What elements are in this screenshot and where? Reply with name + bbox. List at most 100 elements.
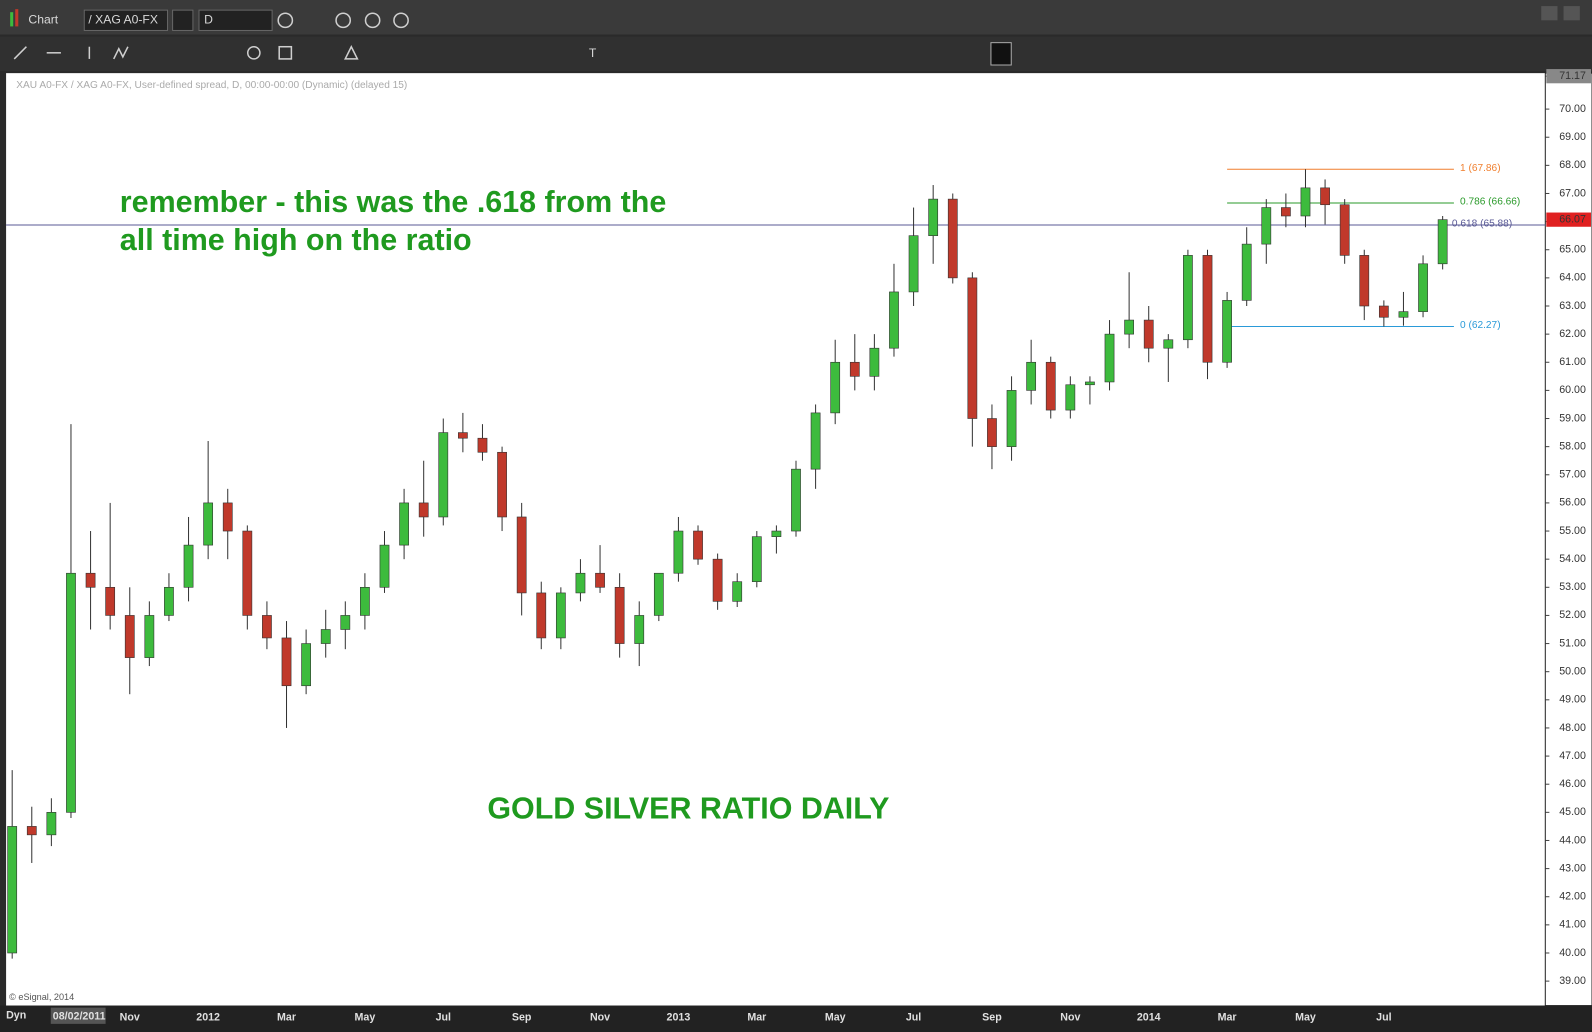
y-tick-label: 61.00 xyxy=(1559,356,1586,368)
interval-box[interactable] xyxy=(198,9,273,31)
candle-body xyxy=(1202,255,1213,363)
candle-body xyxy=(1183,255,1193,341)
y-tick-label: 46.00 xyxy=(1559,778,1586,790)
refresh-button[interactable] xyxy=(335,12,352,29)
symbol[interactable]: / XAG A0-FX xyxy=(88,13,158,27)
x-tick-label: 2013 xyxy=(667,1012,691,1024)
x-tick-label: May xyxy=(825,1012,846,1024)
candle-body xyxy=(987,418,997,447)
candle-body xyxy=(791,468,801,532)
candle-body xyxy=(928,198,939,236)
candle-body xyxy=(379,544,390,588)
window-title: Chart xyxy=(28,13,58,27)
tool-rect[interactable] xyxy=(278,45,293,60)
y-tick-label: 51.00 xyxy=(1559,637,1586,649)
candle-body xyxy=(1222,300,1232,363)
candle-body xyxy=(575,572,586,594)
y-tick-label: 63.00 xyxy=(1559,300,1586,312)
y-tick-label: 39.00 xyxy=(1559,975,1586,987)
tool-ellipse[interactable] xyxy=(246,45,261,60)
x-tick-label: May xyxy=(355,1012,376,1024)
x-tick-label: 2012 xyxy=(196,1012,220,1024)
y-tick-label: 50.00 xyxy=(1559,666,1586,678)
candle-body xyxy=(164,586,174,616)
candle-body xyxy=(1418,263,1428,312)
plot: 39.00 40.00 41.00 42.00 43.00 44.00 45.00 46.00… xyxy=(6,69,1591,1024)
y-tick-label: 60.00 xyxy=(1559,384,1586,396)
x-tick-label: Nov xyxy=(120,1012,140,1024)
candle-body xyxy=(673,530,684,574)
candle-body xyxy=(458,432,468,439)
candle-body xyxy=(1281,207,1291,217)
y-tick-label-bg xyxy=(1546,69,1591,84)
candle-body xyxy=(1437,219,1448,265)
last-price-tag xyxy=(1546,212,1591,227)
tool-line[interactable] xyxy=(13,46,27,60)
annotation: remember - this was the .618 from the xyxy=(120,185,667,219)
tool-triangle[interactable] xyxy=(343,45,359,60)
candle-body xyxy=(26,826,37,836)
interval[interactable]: D xyxy=(204,13,213,27)
y-tick-label: 68.00 xyxy=(1559,159,1586,171)
candle-body xyxy=(203,502,214,546)
magnet-button[interactable] xyxy=(990,42,1012,66)
candle-body xyxy=(1378,305,1389,318)
time-axis xyxy=(0,1005,1592,1032)
candle-body xyxy=(497,451,507,518)
candle-body xyxy=(536,592,547,639)
candle-body xyxy=(1398,311,1409,318)
candle-body xyxy=(144,615,155,658)
candle-body xyxy=(751,536,762,582)
clock-button[interactable] xyxy=(277,12,294,29)
candle-body xyxy=(7,826,18,954)
settings-button[interactable] xyxy=(172,9,194,31)
symbol-box[interactable] xyxy=(83,9,169,31)
restore-button[interactable] xyxy=(1541,6,1558,21)
start-date: 08/02/2011 xyxy=(53,1011,106,1023)
candle-body xyxy=(555,592,566,639)
x-tick-label: Jul xyxy=(436,1012,451,1024)
candle-body xyxy=(66,572,76,813)
y-tick-label: 47.00 xyxy=(1559,750,1586,762)
candle-body xyxy=(1045,361,1056,411)
fib-label: 0.618 (65.88) xyxy=(1452,219,1512,230)
candle-body xyxy=(1241,243,1252,301)
y-tick-label: 55.00 xyxy=(1559,525,1586,537)
close-button[interactable] xyxy=(1563,6,1580,21)
candle-body xyxy=(1143,319,1154,349)
tool-text[interactable]: T xyxy=(589,46,597,60)
x-tick-label: 2014 xyxy=(1137,1012,1161,1024)
last-price-label: 66.07 xyxy=(1559,213,1586,225)
mode-label[interactable]: Dyn xyxy=(6,1010,26,1022)
candle-body xyxy=(1085,381,1095,386)
candle-body xyxy=(105,586,116,616)
candle-body xyxy=(1339,204,1350,256)
candle-body xyxy=(1006,390,1017,447)
candle-body xyxy=(1124,319,1134,335)
x-tick-label: May xyxy=(1295,1012,1316,1024)
candle-body xyxy=(124,615,135,658)
toolbar xyxy=(0,36,1592,72)
x-tick-label: Mar xyxy=(1218,1012,1237,1024)
fib-label: 1 (67.86) xyxy=(1460,163,1501,174)
alert-button[interactable] xyxy=(393,12,409,29)
y-tick-label: 48.00 xyxy=(1559,722,1586,734)
x-tick-label: Mar xyxy=(747,1012,766,1024)
candle-body xyxy=(85,572,96,588)
start-date-box xyxy=(50,1007,106,1024)
candle-body xyxy=(1104,333,1115,383)
fib-label: 0.786 (66.66) xyxy=(1460,197,1520,208)
y-tick-label: 53.00 xyxy=(1559,581,1586,593)
annotation: all time high on the ratio xyxy=(120,223,472,257)
y-tick-label: 58.00 xyxy=(1559,440,1586,452)
chart-title: GOLD SILVER RATIO DAILY xyxy=(487,792,889,826)
y-tick-label: 57.00 xyxy=(1559,469,1586,481)
x-tick-label: Mar xyxy=(277,1012,296,1024)
tool-wave[interactable] xyxy=(113,46,129,60)
y-tick-label: 69.00 xyxy=(1559,131,1586,143)
candle-body xyxy=(1359,255,1370,307)
candle-body xyxy=(967,277,978,419)
play-button[interactable] xyxy=(364,12,381,29)
y-tick-label: 64.00 xyxy=(1559,272,1586,284)
